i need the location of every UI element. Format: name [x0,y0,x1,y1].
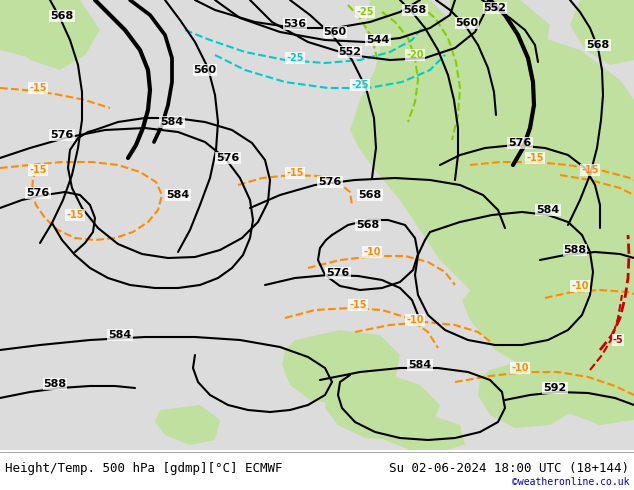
Polygon shape [450,0,550,70]
Text: 552: 552 [484,3,507,13]
Text: 576: 576 [318,177,342,187]
Polygon shape [530,340,634,425]
Text: -15: -15 [29,83,47,93]
Text: -15: -15 [286,168,304,178]
Text: Height/Temp. 500 hPa [gdmp][°C] ECMWF: Height/Temp. 500 hPa [gdmp][°C] ECMWF [5,462,283,474]
Text: 584: 584 [536,205,560,215]
Polygon shape [10,0,100,70]
Text: 588: 588 [564,245,586,255]
Text: 584: 584 [108,330,132,340]
Text: -15: -15 [581,165,598,175]
Text: -10: -10 [406,315,424,325]
Text: 552: 552 [339,47,361,57]
Text: 592: 592 [543,383,567,393]
Polygon shape [365,0,460,70]
Text: -10: -10 [363,247,381,257]
Polygon shape [520,0,634,40]
Text: -25: -25 [286,53,304,63]
Text: 584: 584 [408,360,432,370]
Text: 568: 568 [50,11,74,21]
Polygon shape [425,115,570,240]
Text: 560: 560 [323,27,347,37]
Text: 576: 576 [27,188,49,198]
Text: 560: 560 [193,65,217,75]
Text: -25: -25 [356,7,374,17]
Text: 584: 584 [160,117,184,127]
Text: 536: 536 [283,19,307,29]
Text: -15: -15 [349,300,366,310]
Text: -15: -15 [29,165,47,175]
Text: 584: 584 [166,190,190,200]
Text: 576: 576 [50,130,74,140]
Text: -15: -15 [66,210,84,220]
Polygon shape [0,0,80,60]
Polygon shape [478,358,580,428]
Text: 568: 568 [358,190,382,200]
Text: -10: -10 [511,363,529,373]
Text: 568: 568 [356,220,380,230]
Polygon shape [375,415,465,450]
Text: Su 02-06-2024 18:00 UTC (18+144): Su 02-06-2024 18:00 UTC (18+144) [389,462,629,474]
Polygon shape [462,265,634,390]
Polygon shape [282,330,400,405]
Text: 568: 568 [586,40,610,50]
Text: ©weatheronline.co.uk: ©weatheronline.co.uk [512,477,629,487]
Text: -15: -15 [526,153,544,163]
Polygon shape [350,25,634,350]
Text: 588: 588 [44,379,67,389]
Text: 544: 544 [366,35,390,45]
Text: 576: 576 [508,138,532,148]
Text: 568: 568 [403,5,427,15]
Polygon shape [570,0,634,65]
Polygon shape [155,405,220,445]
Polygon shape [325,375,440,440]
Text: -25: -25 [351,80,369,90]
Text: -10: -10 [571,281,589,291]
Text: 560: 560 [455,18,479,28]
Text: 576: 576 [216,153,240,163]
Text: -20: -20 [406,50,424,60]
Text: -5: -5 [612,335,623,345]
Text: 576: 576 [327,268,349,278]
